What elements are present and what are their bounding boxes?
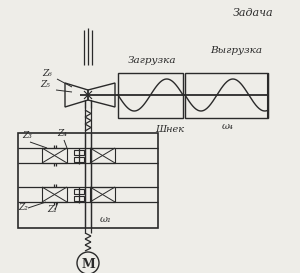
Text: ω₁: ω₁ — [100, 215, 112, 224]
Text: Z₁: Z₁ — [47, 205, 57, 214]
Text: Z₅: Z₅ — [40, 80, 50, 89]
Text: M: M — [81, 257, 95, 271]
Bar — [74, 188, 83, 194]
Text: ω₄: ω₄ — [222, 122, 234, 131]
Text: Выгрузка: Выгрузка — [210, 46, 262, 55]
Text: Z₆: Z₆ — [42, 69, 52, 78]
Bar — [74, 156, 83, 162]
Bar — [42, 148, 67, 163]
Bar — [90, 148, 115, 163]
Bar — [118, 73, 183, 118]
Text: Z₃: Z₃ — [22, 131, 32, 140]
Bar — [90, 187, 115, 202]
Text: Z₂: Z₂ — [18, 203, 28, 212]
Text: Задача: Задача — [233, 8, 274, 18]
Bar — [185, 73, 268, 118]
Text: Шнек: Шнек — [155, 125, 184, 134]
Bar — [18, 133, 158, 228]
Bar — [74, 195, 83, 200]
Bar — [42, 187, 67, 202]
Text: Загрузка: Загрузка — [128, 56, 176, 65]
Bar — [74, 150, 83, 155]
Text: Z₄: Z₄ — [57, 129, 67, 138]
